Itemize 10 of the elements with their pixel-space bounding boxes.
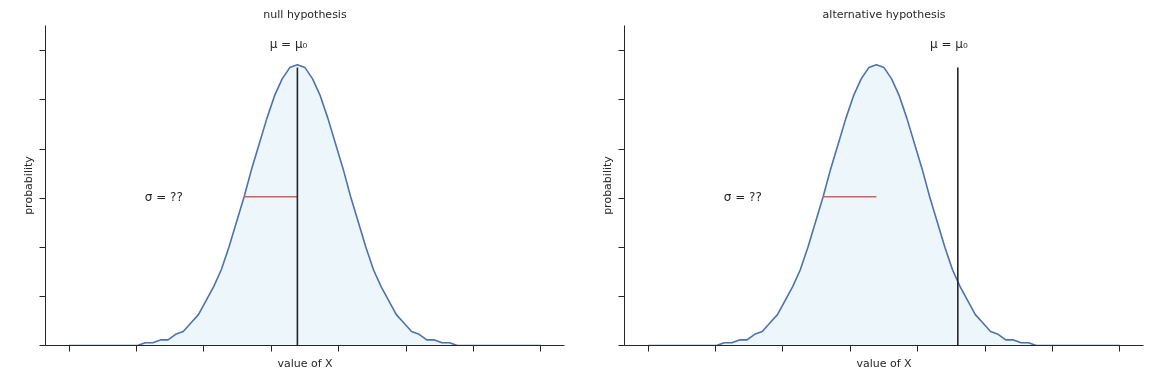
y-axis-title: probability <box>600 155 614 215</box>
text: μ = μ₀ <box>269 36 308 51</box>
chart-title: null hypothesis <box>263 7 347 21</box>
text: μ = μ₀ <box>930 36 969 51</box>
x-axis-title: value of X <box>856 356 913 370</box>
x-axis-title: value of X <box>277 356 334 370</box>
annotation: σ = ?? <box>144 189 183 204</box>
annotation: σ = ?? <box>723 189 762 204</box>
chart-title: alternative hypothesis <box>822 7 946 21</box>
y-axis-title: probability <box>21 155 35 215</box>
